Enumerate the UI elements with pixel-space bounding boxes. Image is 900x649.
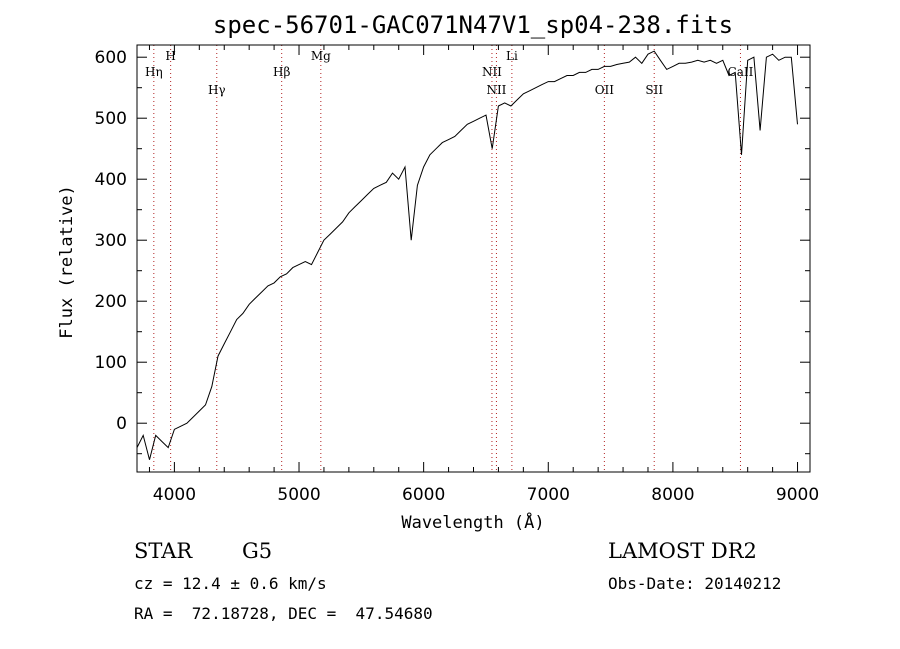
line-marker-label: NII: [486, 83, 506, 97]
x-tick-label: 7000: [527, 485, 570, 505]
line-markers: HηH Hγ Hβ Mg NII NII Li OII SII CaII: [145, 45, 754, 472]
class-label: STAR: [134, 539, 193, 563]
y-tick-label: 600: [95, 48, 127, 68]
line-marker-label: NII: [482, 65, 502, 79]
axis-ticks: 4000 5000 6000 7000 8000 9000 0 100 200 300 400 500…: [95, 45, 819, 505]
x-tick-label: 8000: [651, 485, 694, 505]
chart-title: spec-56701-GAC071N47V1_sp04-238.fits: [213, 11, 733, 39]
x-tick-label: 4000: [153, 485, 196, 505]
x-tick-label: 5000: [277, 485, 320, 505]
plot-frame: [136, 44, 811, 473]
x-tick-label: 6000: [402, 485, 445, 505]
line-marker-label: SII: [645, 83, 663, 97]
y-tick-label: 400: [95, 170, 127, 190]
x-tick-label: 9000: [776, 485, 819, 505]
line-marker-label: CaII: [728, 65, 754, 79]
line-marker-label: Hγ: [208, 83, 226, 97]
line-marker-label: Hη: [145, 65, 163, 79]
y-tick-label: 300: [95, 231, 127, 251]
line-marker-label: Mg: [311, 49, 331, 63]
y-axis-label: Flux (relative): [57, 185, 77, 339]
cz-text: cz = 12.4 ± 0.6 km/s: [134, 574, 327, 593]
line-marker-label: Hβ: [273, 65, 290, 79]
y-tick-label: 500: [95, 109, 127, 129]
obs-date-text: Obs-Date: 20140212: [608, 574, 782, 593]
line-marker-label: Li: [506, 49, 518, 63]
survey-label: LAMOST DR2: [608, 539, 757, 563]
x-axis-label: Wavelength (Å): [401, 511, 544, 533]
line-marker-label: H: [165, 49, 175, 63]
y-tick-label: 200: [95, 292, 127, 312]
line-marker-label: OII: [595, 83, 615, 97]
spectrum-line: [136, 50, 798, 460]
radec-text: RA = 72.18728, DEC = 47.54680: [134, 604, 433, 623]
y-tick-label: 100: [95, 353, 127, 373]
subclass-label: G5: [242, 539, 273, 563]
y-tick-label: 0: [116, 414, 127, 434]
